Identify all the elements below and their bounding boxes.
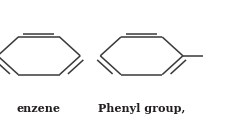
Text: enzene: enzene [17, 103, 61, 114]
Text: Phenyl group,: Phenyl group, [98, 103, 185, 114]
